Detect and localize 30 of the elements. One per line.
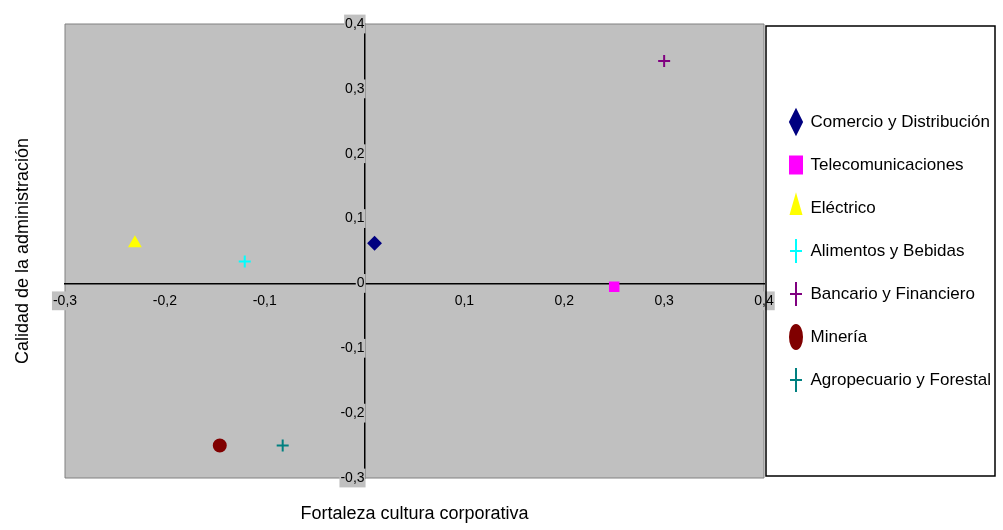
- point: [237, 254, 252, 269]
- y-tick-label: -0,3: [340, 468, 365, 485]
- legend-label: Bancario y Financiero: [810, 283, 975, 303]
- y-tick-label: 0,3: [345, 79, 365, 96]
- y-axis-title: Calidad de la administración: [11, 137, 32, 365]
- legend-label: Eléctrico: [810, 197, 876, 217]
- point: [275, 438, 290, 453]
- x-tick-label: 0,2: [554, 291, 575, 308]
- point: [212, 438, 227, 453]
- legend-label: Alimentos y Bebidas: [810, 240, 965, 260]
- y-tick-label: 0,1: [345, 209, 365, 226]
- x-tick-label: -0,3: [52, 291, 78, 308]
- legend-label: Agropecuario y Forestal: [810, 369, 991, 389]
- point: [367, 236, 382, 251]
- legend-label: Minería: [810, 326, 868, 346]
- x-tick-label: 0,1: [454, 291, 475, 308]
- x-tick-label: -0,2: [152, 291, 178, 308]
- y-tick-label: -0,2: [340, 404, 365, 420]
- x-tick-label: -0,1: [252, 291, 277, 308]
- point: [657, 53, 672, 68]
- y-tick-label: -0,1: [340, 339, 365, 356]
- x-axis-title: Fortaleza cultura corporativa: [300, 502, 530, 523]
- y-tick-label: 0,2: [345, 144, 365, 161]
- point: [608, 281, 620, 292]
- x-tick-label: 0,3: [654, 291, 675, 308]
- y-tick-label: 0: [356, 274, 365, 291]
- point: [128, 236, 142, 248]
- legend-label: Telecomunicaciones: [810, 154, 964, 174]
- legend-label: Comercio y Distribución: [810, 111, 990, 131]
- y-tick-label: 0,4: [345, 14, 365, 31]
